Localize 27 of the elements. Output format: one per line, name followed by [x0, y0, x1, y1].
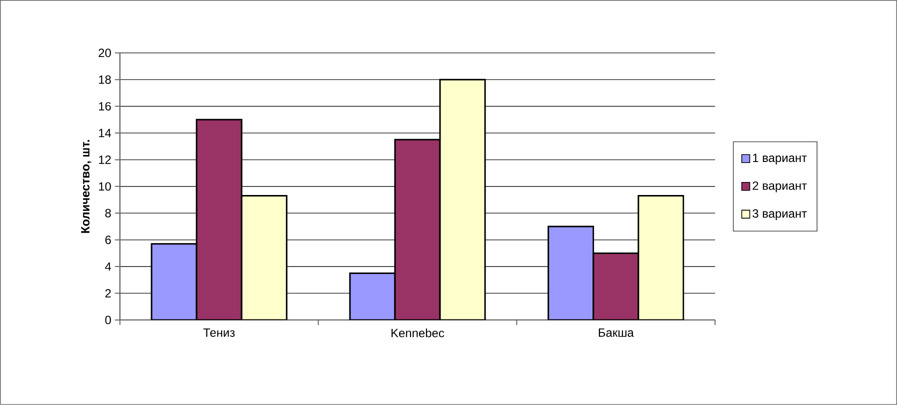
bar [349, 272, 396, 320]
y-tick-label: 20 [98, 48, 111, 58]
y-tick-label: 18 [99, 75, 111, 84]
y-tick-label: 8 [105, 208, 111, 218]
y-tick-label: 14 [99, 128, 112, 138]
legend-label: 2 вариант [752, 182, 807, 192]
y-tick-label: 16 [99, 102, 111, 111]
y-tick-label: 4 [105, 262, 112, 271]
y-tick-label: 6 [105, 236, 111, 244]
bar [196, 118, 242, 320]
legend-label: 1 вариант [753, 154, 807, 165]
y-tick-label: 12 [99, 156, 111, 164]
y-tick-label: 0 [105, 316, 111, 324]
bar [592, 252, 640, 320]
y-axis-title: Количество, шт. [81, 140, 92, 233]
y-tick-label: 10 [99, 182, 111, 191]
x-tick-label: Бакша [598, 328, 634, 337]
bar [638, 195, 684, 320]
x-tick-label: Kennebec [392, 328, 444, 338]
y-tick-label: 2 [105, 289, 111, 298]
bar [394, 139, 441, 320]
bar [548, 226, 594, 320]
bar [439, 78, 486, 320]
bar [150, 243, 198, 320]
bar [240, 195, 288, 320]
x-tick-label: Тениз [203, 328, 235, 337]
legend-label: 3 вариант [752, 209, 807, 220]
